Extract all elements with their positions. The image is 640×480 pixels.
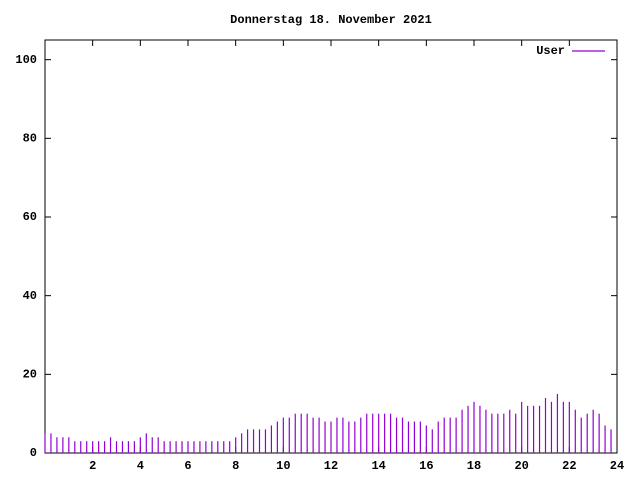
- x-tick-label: 16: [419, 459, 433, 473]
- chart-title: Donnerstag 18. November 2021: [230, 13, 432, 27]
- legend-label: User: [536, 44, 565, 58]
- y-tick-label: 60: [23, 210, 37, 224]
- x-tick-label: 12: [324, 459, 338, 473]
- y-tick-label: 40: [23, 289, 37, 303]
- x-tick-label: 18: [467, 459, 481, 473]
- x-tick-label: 20: [514, 459, 528, 473]
- x-tick-label: 24: [610, 459, 624, 473]
- x-tick-label: 4: [137, 459, 144, 473]
- x-tick-label: 8: [232, 459, 239, 473]
- y-tick-label: 100: [15, 53, 37, 67]
- x-tick-label: 2: [89, 459, 96, 473]
- x-tick-label: 14: [371, 459, 385, 473]
- y-tick-label: 0: [30, 446, 37, 460]
- x-tick-label: 6: [184, 459, 191, 473]
- x-tick-label: 10: [276, 459, 290, 473]
- y-tick-label: 80: [23, 132, 37, 146]
- plot-frame: [44, 39, 618, 454]
- x-tick-label: 22: [562, 459, 576, 473]
- y-tick-label: 20: [23, 368, 37, 382]
